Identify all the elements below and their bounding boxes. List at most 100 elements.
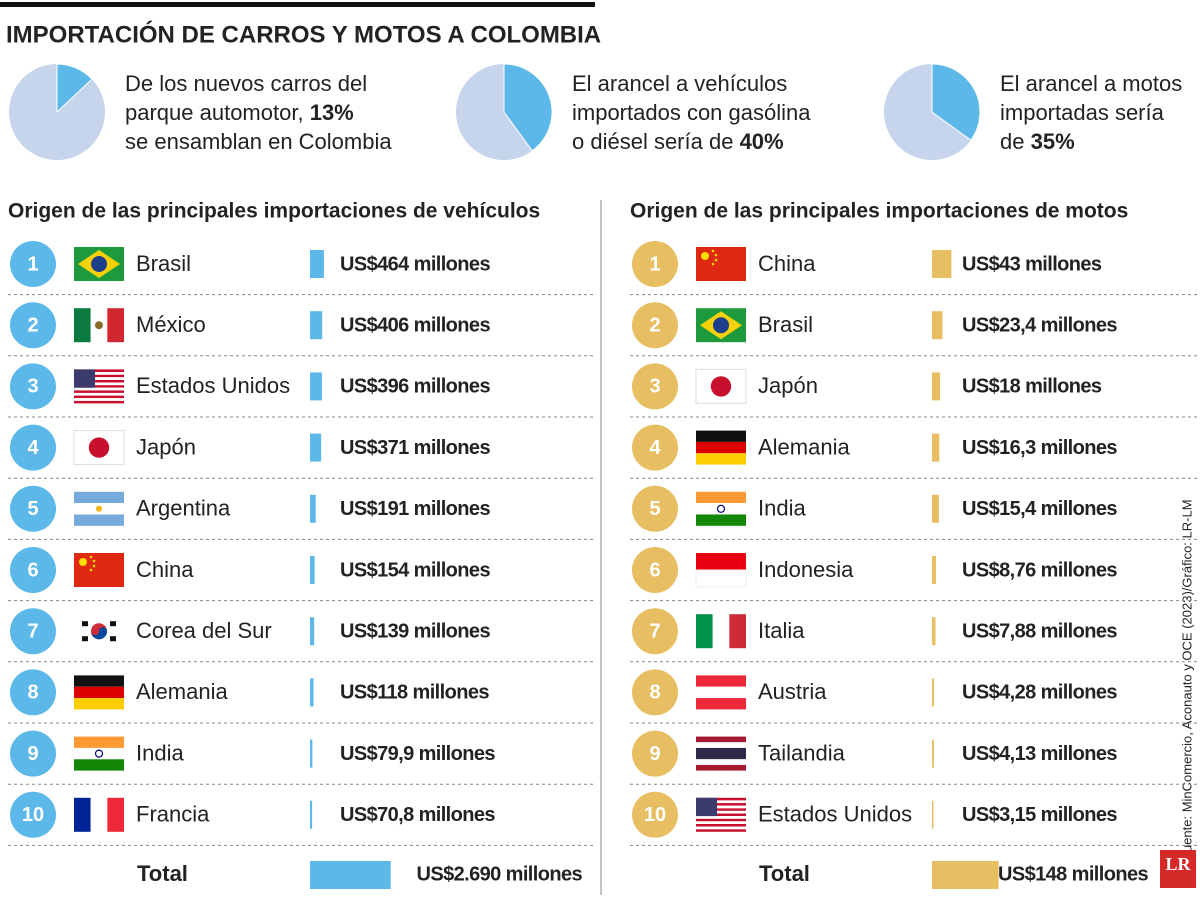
bar xyxy=(932,433,940,462)
rank-label: 2 xyxy=(27,314,38,336)
pie-text-part: importados con gasólina xyxy=(572,100,811,125)
pie-text-part: de xyxy=(1000,129,1024,154)
rank-badge xyxy=(10,791,56,838)
flag xyxy=(74,614,124,649)
bar xyxy=(310,617,315,646)
flag-stripe xyxy=(74,392,124,396)
value-label: US$15,4 millones xyxy=(962,498,1117,520)
flag-stripe xyxy=(74,377,124,380)
flag-stripe xyxy=(74,759,124,771)
rank-label: 10 xyxy=(22,804,44,826)
flag-stripe xyxy=(74,385,124,388)
rank-label: 7 xyxy=(649,620,660,642)
bar xyxy=(310,800,313,829)
value-label: US$4,13 millones xyxy=(962,743,1117,765)
bar xyxy=(932,556,936,584)
value-label: US$464 millones xyxy=(340,253,490,275)
pie-value-label: 13% xyxy=(310,100,354,125)
flag xyxy=(696,308,746,343)
flag-bg xyxy=(74,553,124,587)
flag-stripe xyxy=(696,821,746,824)
country-label: Corea del Sur xyxy=(136,618,272,643)
flag xyxy=(73,430,125,466)
source: Fuente: MinComercio, Aconauto y OCE (202… xyxy=(1179,499,1194,860)
flag-star xyxy=(711,249,715,253)
pie-text-part: parque automotor, xyxy=(125,100,304,125)
flag xyxy=(696,247,746,281)
country-label: India xyxy=(758,496,806,521)
country-label: China xyxy=(758,251,816,276)
rank-label: 5 xyxy=(649,498,660,520)
total-label: Total xyxy=(137,861,188,886)
flag-star xyxy=(92,564,96,568)
flag-stripe xyxy=(696,764,746,771)
value-label: US$79,9 millones xyxy=(340,743,495,765)
rank-badge xyxy=(632,302,678,349)
flag-globe xyxy=(713,317,729,334)
flag xyxy=(74,491,124,526)
flag-stripe xyxy=(695,569,747,588)
flag-stripe xyxy=(74,675,124,687)
flag-stripe xyxy=(696,503,746,515)
pie-text-part: El arancel a motos xyxy=(1000,71,1182,96)
pie-text: se ensamblan en Colombia xyxy=(125,129,392,154)
title: IMPORTACIÓN DE CARROS Y MOTOS A COLOMBIA xyxy=(6,20,601,48)
country-label: Austria xyxy=(758,679,827,704)
logo-box xyxy=(1160,850,1196,888)
pie-text: importadas sería xyxy=(1000,100,1165,125)
bar xyxy=(932,250,952,278)
flag-bg xyxy=(696,247,746,281)
pie-slice xyxy=(931,63,981,141)
flag-canton xyxy=(74,369,95,388)
flag-wheel xyxy=(716,504,726,513)
flag-stripe xyxy=(696,614,713,649)
section-title: Origen de las principales importaciones … xyxy=(630,200,1128,223)
rank-label: 6 xyxy=(27,559,38,581)
flag-stripe xyxy=(74,372,124,375)
country-label: Indonesia xyxy=(758,557,854,582)
flag xyxy=(74,247,124,281)
country-label: Alemania xyxy=(758,434,850,459)
country-label: India xyxy=(136,740,184,765)
flag-stripe xyxy=(696,810,746,814)
value-label: US$23,4 millones xyxy=(962,314,1117,336)
pie-text: El arancel a vehículos xyxy=(572,71,787,96)
value-label: US$191 millones xyxy=(340,498,490,520)
flag-wheel xyxy=(94,749,104,758)
bar xyxy=(310,556,315,584)
rank-label: 6 xyxy=(649,559,660,581)
rank-label: 9 xyxy=(649,743,660,765)
flag-star xyxy=(92,559,96,563)
bar xyxy=(310,494,316,523)
pie-text-part: o diésel sería de xyxy=(572,129,733,154)
flag-stripe xyxy=(74,382,124,386)
country-label: Alemania xyxy=(136,679,228,704)
flag xyxy=(695,368,747,404)
flag-stripe xyxy=(74,387,124,391)
flag-stripe xyxy=(74,514,124,526)
rank-label: 9 xyxy=(27,743,38,765)
total-value-label: US$148 millones xyxy=(998,863,1148,885)
rank-badge xyxy=(632,791,678,838)
bar xyxy=(932,678,934,707)
bar xyxy=(932,739,934,768)
pie-slice xyxy=(56,63,93,114)
rank-badge xyxy=(632,669,678,716)
logo: LR xyxy=(1165,854,1191,874)
flag-stripe xyxy=(74,686,124,699)
flag-stripe xyxy=(74,308,91,343)
flag-stripe xyxy=(74,400,124,404)
pie-text: importados con gasólina xyxy=(572,100,811,125)
rank-label: 8 xyxy=(27,682,38,704)
country-label: México xyxy=(136,312,206,337)
pie-text: parque automotor, 13% xyxy=(125,100,354,125)
flag-stripe xyxy=(74,395,124,399)
rank-badge xyxy=(10,241,56,287)
value-label: US$18 millones xyxy=(962,376,1102,398)
rank-label: 10 xyxy=(644,804,666,826)
value-label: US$3,15 millones xyxy=(962,804,1117,826)
pie-value-label: 35% xyxy=(1031,129,1075,154)
country-label: China xyxy=(136,557,194,582)
